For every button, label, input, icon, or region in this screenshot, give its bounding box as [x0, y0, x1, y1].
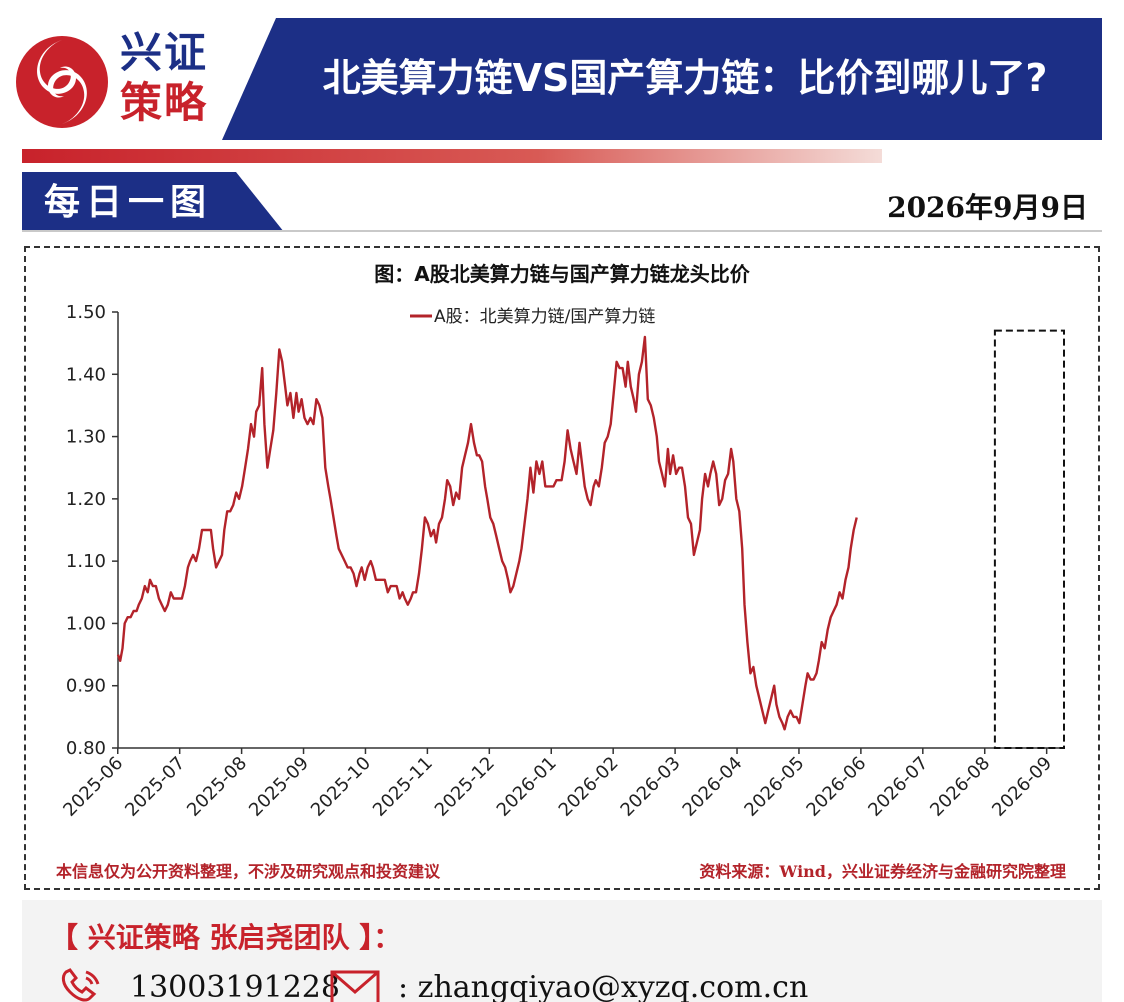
- chart-title: 图：A股北美算力链与国产算力链龙头比价: [374, 262, 750, 286]
- y-tick-label: 1.30: [66, 427, 106, 448]
- x-tick-label: 2025-08: [183, 753, 251, 821]
- email-address: : zhangqiyao@xyzq.com.cn: [398, 970, 809, 1002]
- x-tick-label: 2025-06: [59, 753, 127, 821]
- x-tick-label: 2026-06: [802, 753, 870, 821]
- x-tick-label: 2026-07: [864, 753, 932, 821]
- section-banner-shape: [22, 172, 284, 232]
- brand-logo-icon: [16, 36, 108, 128]
- x-tick-label: 2025-09: [245, 753, 313, 821]
- y-tick-label: 1.40: [66, 364, 106, 385]
- section-banner: 每日一图: [22, 172, 284, 232]
- section-title: 每日一图: [44, 181, 213, 223]
- x-tick-label: 2026-09: [988, 753, 1056, 821]
- y-tick-label: 0.90: [66, 676, 106, 697]
- y-tick-label: 1.20: [66, 489, 106, 510]
- brand-name-line1: 兴证: [120, 28, 209, 77]
- x-tick-label: 2025-11: [369, 753, 437, 821]
- contact-panel: [22, 900, 1102, 1002]
- x-tick-label: 2026-05: [740, 753, 808, 821]
- x-tick-label: 2026-03: [617, 753, 685, 821]
- ratio-line-chart: 0.800.901.001.101.201.301.401.502025-062…: [59, 302, 1065, 821]
- publish-date: 2026年9月9日: [887, 191, 1088, 224]
- x-tick-label: 2026-08: [926, 753, 994, 821]
- page-title: 北美算力链VS国产算力链：比价到哪儿了?: [322, 56, 1048, 100]
- brand-name: 兴证 策略: [120, 28, 208, 128]
- red-gradient-stripe: [22, 149, 882, 163]
- team-label: 【 兴证策略 张启尧团队 】：: [50, 921, 402, 954]
- mail-icon: [330, 970, 380, 1002]
- ratio-series-line: [116, 335, 858, 731]
- title-banner: 北美算力链VS国产算力链：比价到哪儿了?: [222, 18, 1102, 140]
- source-note: 资料来源：Wind，兴业证券经济与金融研究院整理: [699, 862, 1066, 881]
- y-tick-label: 1.00: [66, 613, 106, 634]
- x-tick-label: 2025-12: [431, 753, 499, 821]
- disclaimer-note: 本信息仅为公开资料整理，不涉及研究观点和投资建议: [56, 862, 441, 881]
- phone-icon: [61, 968, 100, 1002]
- brand-logo: 兴证 策略: [14, 28, 224, 132]
- x-tick-label: 2025-07: [121, 753, 189, 821]
- x-tick-label: 2026-02: [555, 753, 623, 821]
- y-tick-label: 1.50: [66, 302, 106, 323]
- brand-name-line2: 策略: [120, 78, 209, 127]
- legend-label: A股：北美算力链/国产算力链: [434, 307, 655, 327]
- x-tick-label: 2026-04: [679, 753, 747, 821]
- chart-frame: 图：A股北美算力链与国产算力链龙头比价 0.80 0.90 1.00 1.10 1.20…: [24, 246, 1100, 890]
- x-tick-label: 2025-10: [307, 753, 375, 821]
- section-divider: [22, 230, 1102, 232]
- y-tick-label: 0.80: [66, 738, 106, 759]
- y-tick-label: 1.10: [66, 551, 106, 572]
- x-tick-label: 2026-01: [493, 753, 561, 821]
- phone-number: 13003191228: [130, 970, 340, 1002]
- title-banner-shape: [222, 18, 1102, 140]
- highlight-region-box: [993, 329, 1065, 750]
